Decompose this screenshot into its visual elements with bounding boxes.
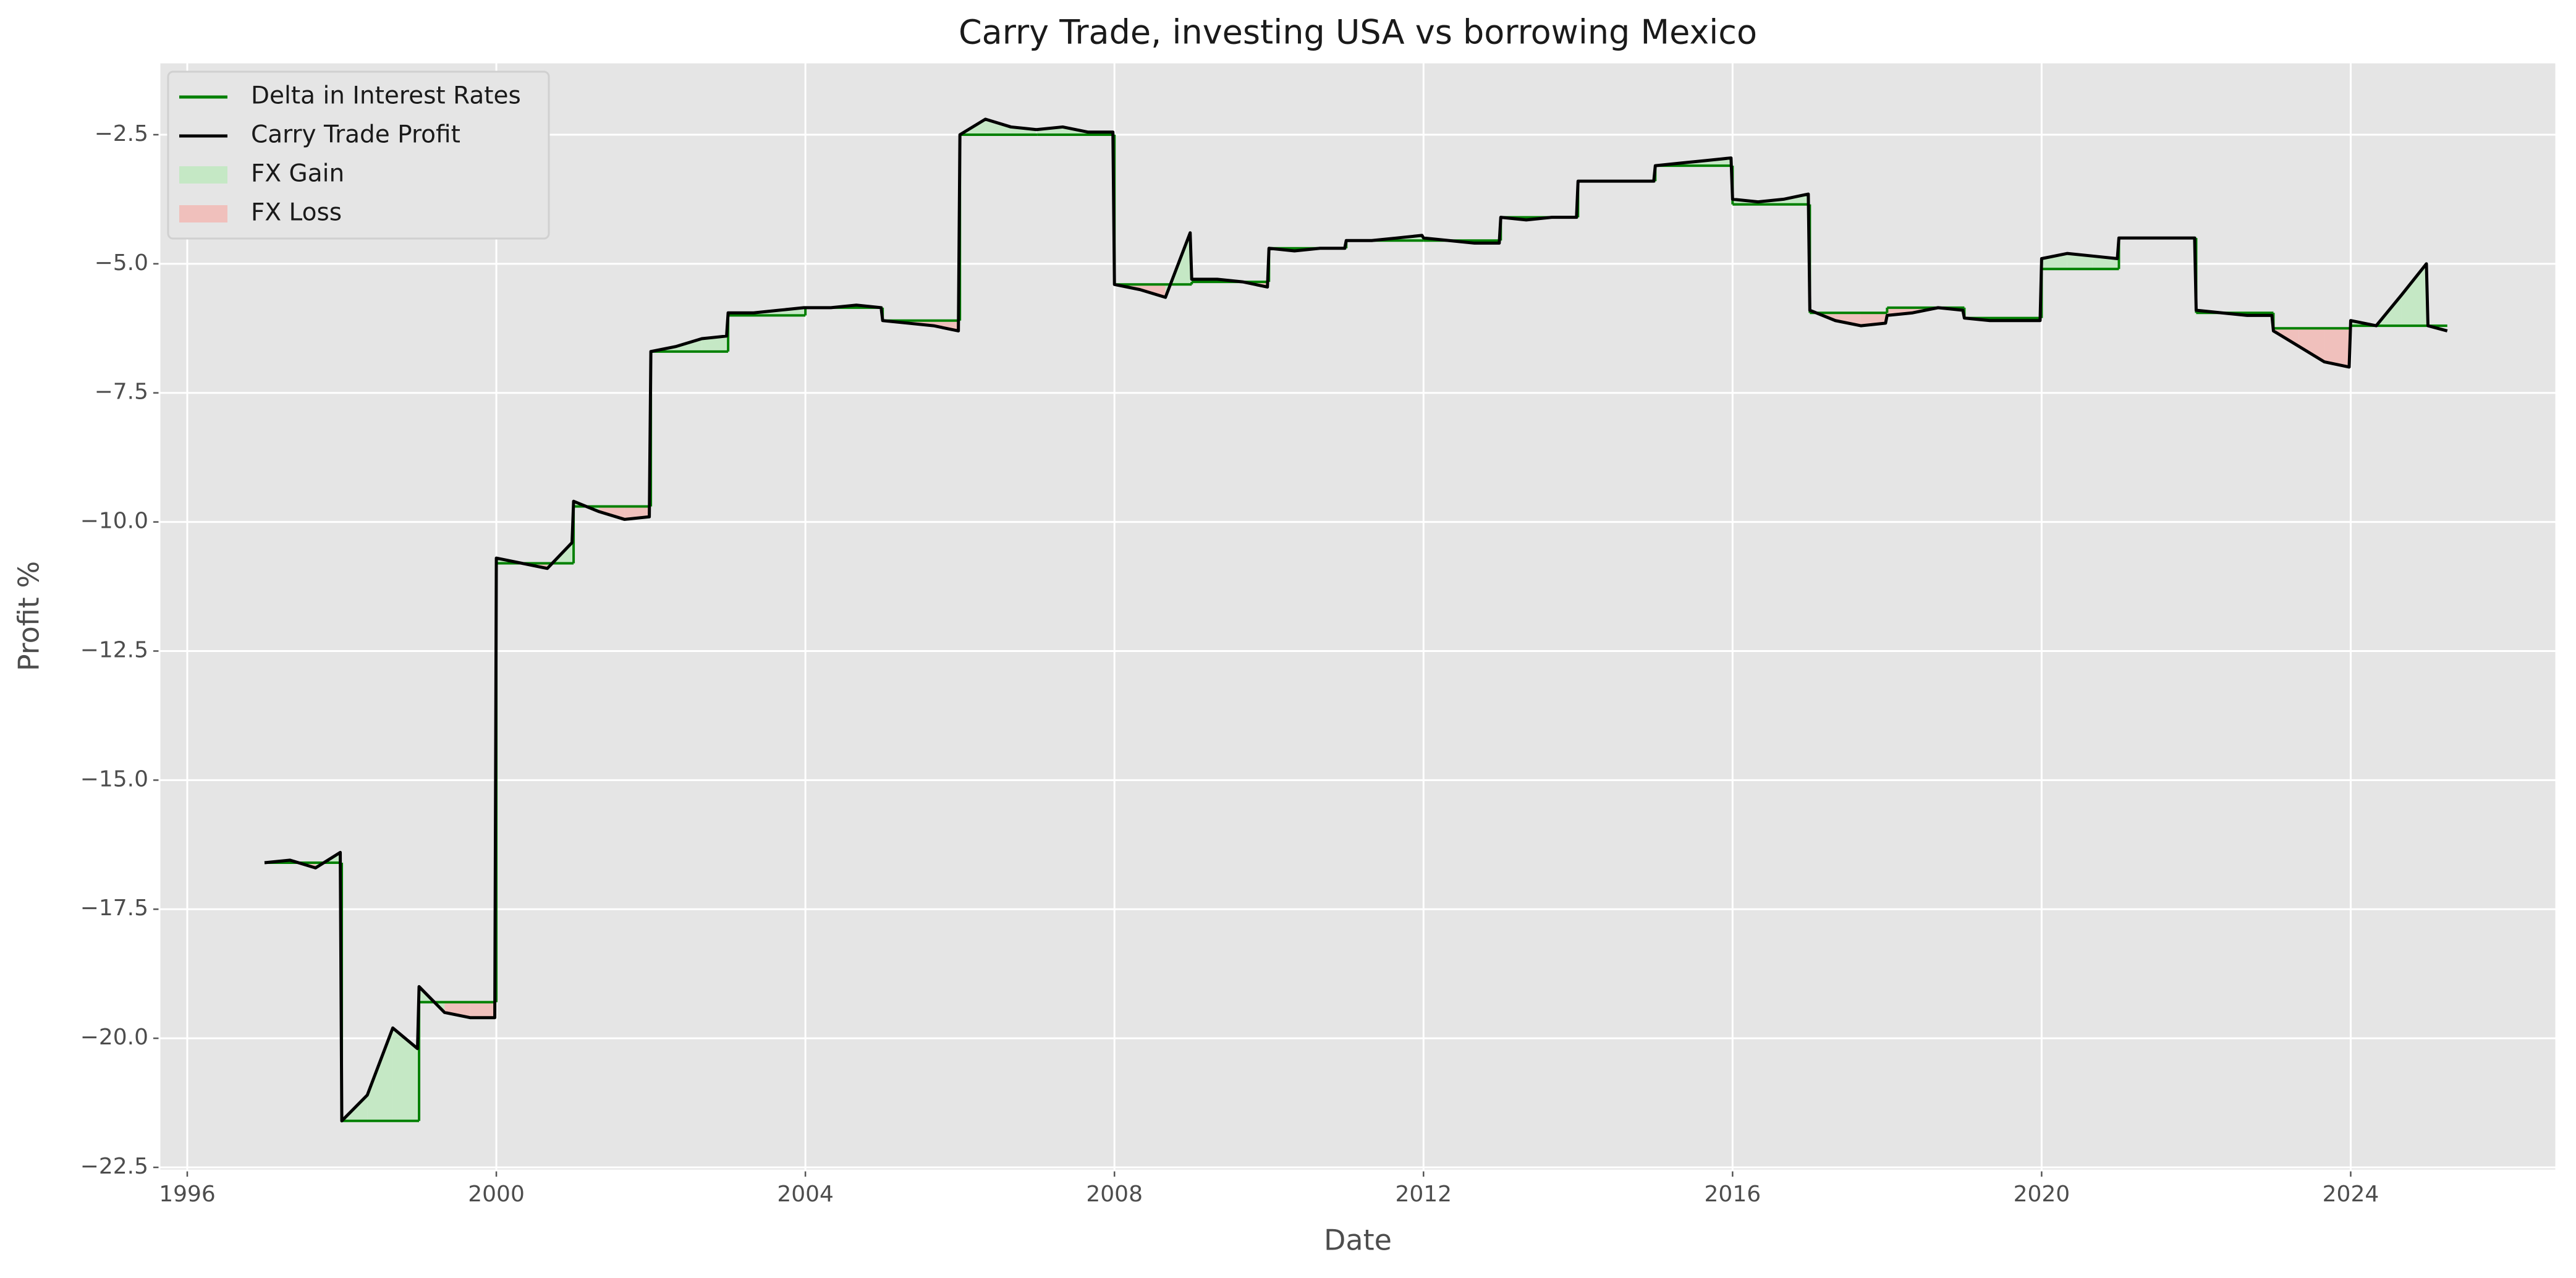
- x-tick-label: 2016: [1705, 1182, 1761, 1207]
- fx-gain-area: [985, 119, 1011, 135]
- fx-gain-area: [701, 336, 727, 352]
- legend-patch: [179, 166, 227, 184]
- x-tick-label: 2024: [2323, 1182, 2379, 1207]
- legend-label: Carry Trade Profit: [251, 121, 460, 149]
- chart-title: Carry Trade, investing USA vs borrowing …: [959, 13, 1757, 52]
- fx-loss-area: [470, 1002, 495, 1018]
- y-tick-label: −7.5: [95, 379, 148, 405]
- y-tick-label: −2.5: [95, 121, 148, 146]
- fx-gain-area: [2067, 253, 2093, 269]
- grid: [159, 62, 2556, 1170]
- profit-line: [264, 117, 2448, 1123]
- fx-gain-area: [2401, 263, 2426, 326]
- lines: [264, 117, 2448, 1123]
- plot-area: [159, 62, 2556, 1170]
- plot-border: [158, 61, 2557, 1172]
- y-tick-label: −20.0: [80, 1025, 148, 1050]
- x-tick-label: 2008: [1086, 1182, 1143, 1207]
- x-tick-label: 2004: [777, 1182, 834, 1207]
- y-tick-label: −17.5: [80, 895, 148, 921]
- y-tick-label: −12.5: [80, 637, 148, 662]
- x-tick-label: 2000: [468, 1182, 525, 1207]
- fx-loss-area: [1835, 313, 1861, 326]
- x-tick-label: 2020: [2014, 1182, 2070, 1207]
- legend-label: FX Loss: [251, 199, 342, 227]
- fx-loss-area: [2298, 328, 2324, 362]
- legend-label: FX Gain: [251, 160, 344, 188]
- legend: Delta in Interest Rates Carry Trade Profi…: [167, 70, 550, 240]
- y-tick-label: −5.0: [95, 250, 148, 276]
- axes: 1996 2000 2004 2008 2012 2016 2020 2024 −2.5 −5.0…: [80, 61, 2557, 1207]
- y-tick-label: −10.0: [80, 509, 148, 534]
- y-tick-label: −15.0: [80, 766, 148, 792]
- fx-gain-area: [392, 1028, 418, 1121]
- fx-gain-area: [367, 1028, 393, 1121]
- legend-label: Delta in Interest Rates: [251, 82, 521, 110]
- x-tick-label: 1996: [159, 1182, 216, 1207]
- x-tick-label: 2012: [1395, 1182, 1452, 1207]
- y-tick-label: −22.5: [80, 1154, 148, 1179]
- legend-box: [167, 70, 550, 240]
- fx-loss-area: [2324, 328, 2349, 367]
- legend-patch: [179, 205, 227, 222]
- x-axis-label: Date: [1324, 1224, 1392, 1257]
- y-axis-label: Profit %: [12, 561, 46, 671]
